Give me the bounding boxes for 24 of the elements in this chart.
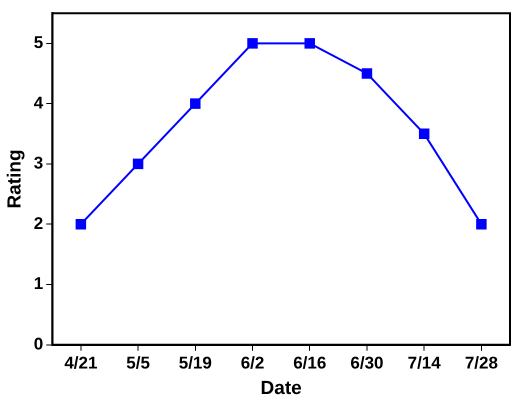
x-tick-label: 6/2 — [240, 354, 264, 373]
y-tick-label: 3 — [34, 154, 44, 173]
point — [304, 38, 315, 49]
y-tick-label: 0 — [34, 334, 44, 354]
x-tick-label: 6/16 — [293, 354, 326, 373]
x-axis-title: Date — [260, 378, 302, 399]
point — [362, 68, 372, 79]
x-tick-label: 7/28 — [464, 354, 498, 373]
x-tick-label: 7/14 — [408, 354, 442, 373]
y-axis-title: Rating — [4, 149, 26, 209]
point — [190, 98, 201, 109]
x-tick-label: 5/19 — [178, 354, 212, 373]
x-tick-label: 6/30 — [350, 354, 384, 373]
y-tick-label: 4 — [34, 93, 44, 112]
point — [418, 128, 430, 140]
y-tick-label: 1 — [34, 274, 44, 294]
point — [132, 158, 144, 170]
point — [476, 218, 487, 230]
x-tick-label: 5/5 — [126, 354, 150, 373]
y-tick-label: 5 — [34, 33, 44, 52]
y-tick-label: 2 — [34, 214, 44, 233]
point — [76, 218, 86, 230]
x-tick-label: 4/21 — [64, 354, 98, 373]
point — [247, 38, 258, 49]
